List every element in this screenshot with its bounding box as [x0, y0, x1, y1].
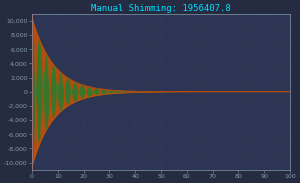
Title: Manual Shimming: 1956407.8: Manual Shimming: 1956407.8 [91, 4, 231, 13]
